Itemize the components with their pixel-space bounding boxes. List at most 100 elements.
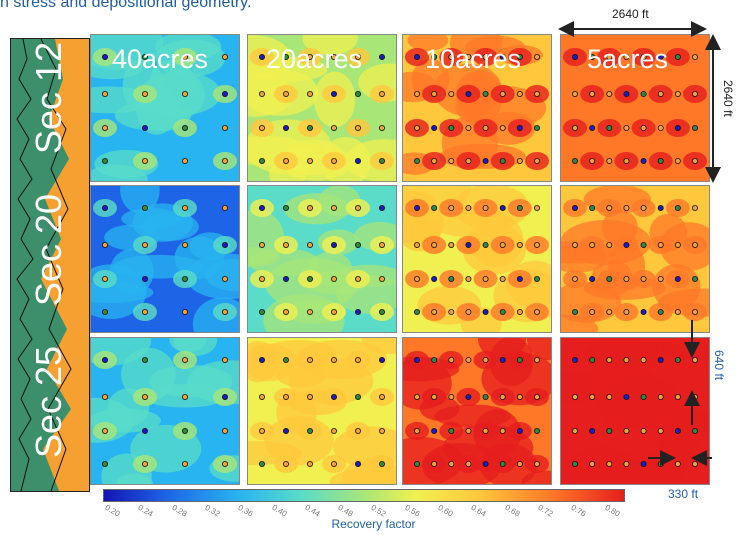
well-marker: [307, 276, 314, 283]
well-marker: [516, 204, 523, 211]
well-marker: [413, 394, 420, 401]
well-marker: [674, 53, 681, 60]
well-marker: [657, 394, 664, 401]
well-marker: [571, 309, 578, 316]
well-marker: [571, 204, 578, 211]
well-marker: [331, 204, 338, 211]
spacing-label-5acres: 5acres: [587, 44, 669, 74]
well-marker: [465, 276, 472, 283]
well-marker: [378, 53, 385, 60]
map-panel: [402, 185, 552, 333]
well-marker: [331, 276, 338, 283]
well-marker: [101, 276, 108, 283]
well-marker: [283, 204, 290, 211]
well-marker: [307, 53, 314, 60]
well-marker: [258, 309, 265, 316]
well-marker: [331, 309, 338, 316]
well-marker: [691, 204, 698, 211]
well-marker: [640, 309, 647, 316]
well-marker: [606, 309, 613, 316]
well-marker: [571, 242, 578, 249]
well-marker: [413, 91, 420, 98]
well-marker: [623, 309, 630, 316]
well-marker: [571, 53, 578, 60]
well-marker: [499, 428, 506, 435]
well-marker: [431, 91, 438, 98]
colorbar-title: Recovery factor: [331, 517, 416, 531]
well-marker: [283, 53, 290, 60]
well-marker: [691, 91, 698, 98]
well-marker: [482, 428, 489, 435]
well-marker: [378, 91, 385, 98]
well-marker: [142, 461, 149, 468]
well-marker: [482, 276, 489, 283]
well-marker: [355, 204, 362, 211]
well-marker: [589, 461, 596, 468]
well-marker: [465, 91, 472, 98]
spacing-label-20acres: 20acres: [266, 44, 363, 74]
well-marker: [691, 309, 698, 316]
well-marker: [355, 461, 362, 468]
map-panel: [560, 185, 710, 333]
well-marker: [307, 428, 314, 435]
well-marker: [623, 204, 630, 211]
well-marker: [378, 309, 385, 316]
well-marker: [221, 428, 228, 435]
well-marker: [571, 394, 578, 401]
well-marker: [182, 242, 189, 249]
well-marker: [465, 461, 472, 468]
well-marker: [516, 276, 523, 283]
well-marker: [657, 276, 664, 283]
well-marker: [499, 309, 506, 316]
well-marker: [101, 242, 108, 249]
well-marker: [640, 158, 647, 165]
well-marker: [258, 428, 265, 435]
well-marker: [101, 428, 108, 435]
well-marker: [378, 204, 385, 211]
well-marker: [499, 276, 506, 283]
map-panel: [247, 34, 397, 182]
well-marker: [258, 356, 265, 363]
well-marker: [413, 125, 420, 132]
well-marker: [499, 125, 506, 132]
well-marker: [465, 428, 472, 435]
well-marker: [413, 276, 420, 283]
well-marker: [533, 204, 540, 211]
section-label-sec-20: Sec 20: [28, 193, 70, 307]
well-marker: [331, 356, 338, 363]
well-marker: [589, 204, 596, 211]
well-marker: [142, 125, 149, 132]
well-marker: [691, 276, 698, 283]
well-marker: [533, 53, 540, 60]
well-marker: [182, 309, 189, 316]
well-marker: [571, 461, 578, 468]
well-marker: [640, 276, 647, 283]
well-marker: [431, 394, 438, 401]
well-marker: [606, 428, 613, 435]
well-marker: [657, 204, 664, 211]
map-panel: [402, 34, 552, 182]
well-marker: [331, 91, 338, 98]
well-marker: [640, 394, 647, 401]
well-marker: [258, 125, 265, 132]
well-marker: [674, 125, 681, 132]
well-marker: [465, 53, 472, 60]
well-marker: [606, 53, 613, 60]
well-marker: [283, 394, 290, 401]
well-marker: [431, 242, 438, 249]
map-panel: [402, 337, 552, 485]
well-marker: [101, 91, 108, 98]
well-marker: [413, 242, 420, 249]
well-marker: [482, 53, 489, 60]
well-marker: [571, 356, 578, 363]
well-marker: [413, 53, 420, 60]
well-marker: [657, 309, 664, 316]
well-marker: [589, 242, 596, 249]
well-marker: [674, 276, 681, 283]
well-marker: [533, 356, 540, 363]
well-marker: [674, 91, 681, 98]
well-marker: [142, 356, 149, 363]
well-marker: [221, 158, 228, 165]
well-marker: [516, 428, 523, 435]
well-marker: [623, 91, 630, 98]
